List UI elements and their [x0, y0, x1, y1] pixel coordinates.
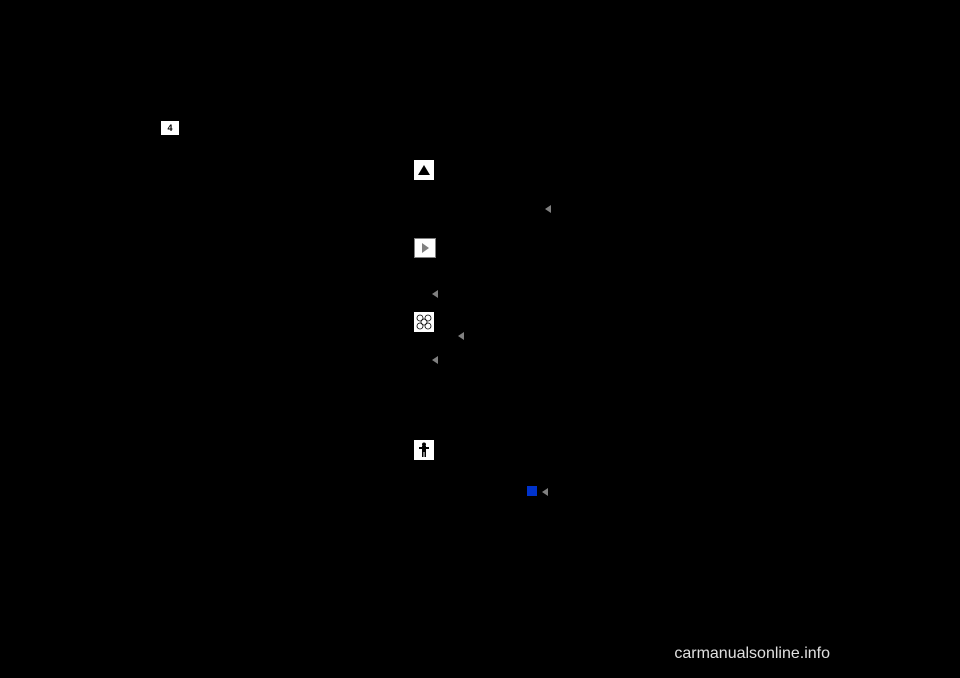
person-figure [417, 442, 431, 458]
recycle-pattern [415, 313, 433, 331]
warning-triangle-shape [418, 165, 430, 175]
play-triangle-shape [422, 243, 429, 253]
arrow-marker-icon [545, 205, 551, 213]
page-number-box: 4 [161, 121, 179, 135]
arrow-marker-icon [542, 488, 548, 496]
page-number: 4 [167, 123, 172, 133]
blue-indicator-icon [527, 486, 537, 496]
warning-icon [414, 160, 434, 180]
arrow-marker-icon [458, 332, 464, 340]
person-icon [414, 440, 434, 460]
watermark-text: carmanualsonline.info [674, 645, 830, 663]
arrow-marker-icon [432, 290, 438, 298]
play-icon [414, 238, 436, 258]
recycle-icon [414, 312, 434, 332]
arrow-marker-icon [432, 356, 438, 364]
